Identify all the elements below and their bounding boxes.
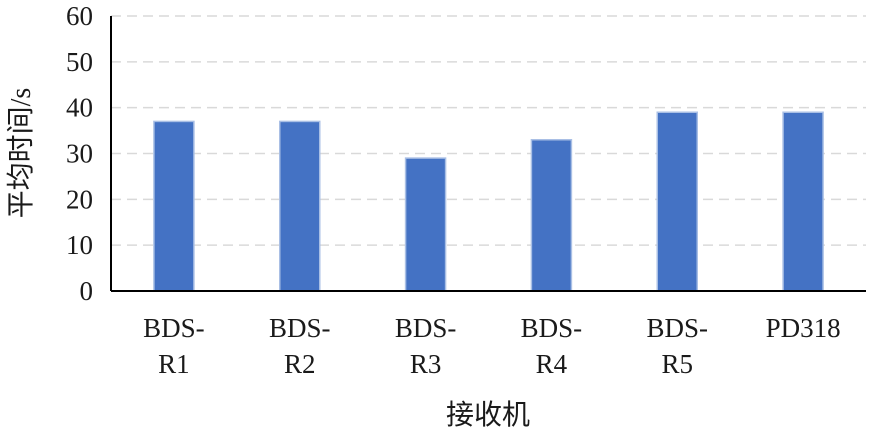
x-tick-label-line: R2 [284, 349, 316, 379]
y-tick-label: 50 [66, 47, 93, 77]
bar [404, 157, 447, 292]
x-tick-label-line: R4 [536, 349, 568, 379]
y-tick-labels: 0 10 20 30 40 50 60 [66, 1, 93, 306]
bar [153, 120, 195, 292]
x-tick-label-line: BDS- [395, 313, 457, 343]
x-tick-label-line: BDS- [521, 313, 583, 343]
x-tick-label: BDS- R4 [521, 313, 583, 379]
x-tick-label-line: BDS- [143, 313, 205, 343]
y-tick-label: 0 [80, 276, 94, 306]
x-tick-label-line: R5 [661, 349, 693, 379]
x-tick-label: BDS- R3 [395, 313, 457, 379]
x-tick-label: BDS- R5 [646, 313, 708, 379]
y-tick-label: 30 [66, 139, 93, 169]
x-tick-label-line: R1 [158, 349, 190, 379]
bars [153, 111, 824, 292]
x-tick-label: BDS- R1 [143, 313, 205, 379]
x-tick-label-line: BDS- [269, 313, 331, 343]
y-tick-label: 10 [66, 230, 93, 260]
x-axis-title: 接收机 [446, 399, 530, 430]
x-tick-label: BDS- R2 [269, 313, 331, 379]
bar [782, 111, 824, 292]
bar [530, 139, 573, 292]
x-tick-label-line: PD318 [766, 313, 841, 343]
x-tick-label-line: BDS- [646, 313, 708, 343]
x-tick-label: PD318 [766, 313, 841, 343]
x-tick-label-line: R3 [410, 349, 442, 379]
y-tick-label: 40 [66, 93, 93, 123]
axes [110, 16, 866, 292]
y-axis-title: 平均时间/s [5, 88, 37, 219]
gridlines [111, 15, 866, 246]
x-tick-labels: BDS- R1 BDS- R2 BDS- R3 BDS- R4 BDS- R5 PD318 [143, 313, 840, 379]
bar [279, 120, 321, 292]
y-tick-label: 20 [66, 184, 93, 214]
bar [656, 111, 698, 292]
y-tick-label: 60 [66, 1, 93, 31]
